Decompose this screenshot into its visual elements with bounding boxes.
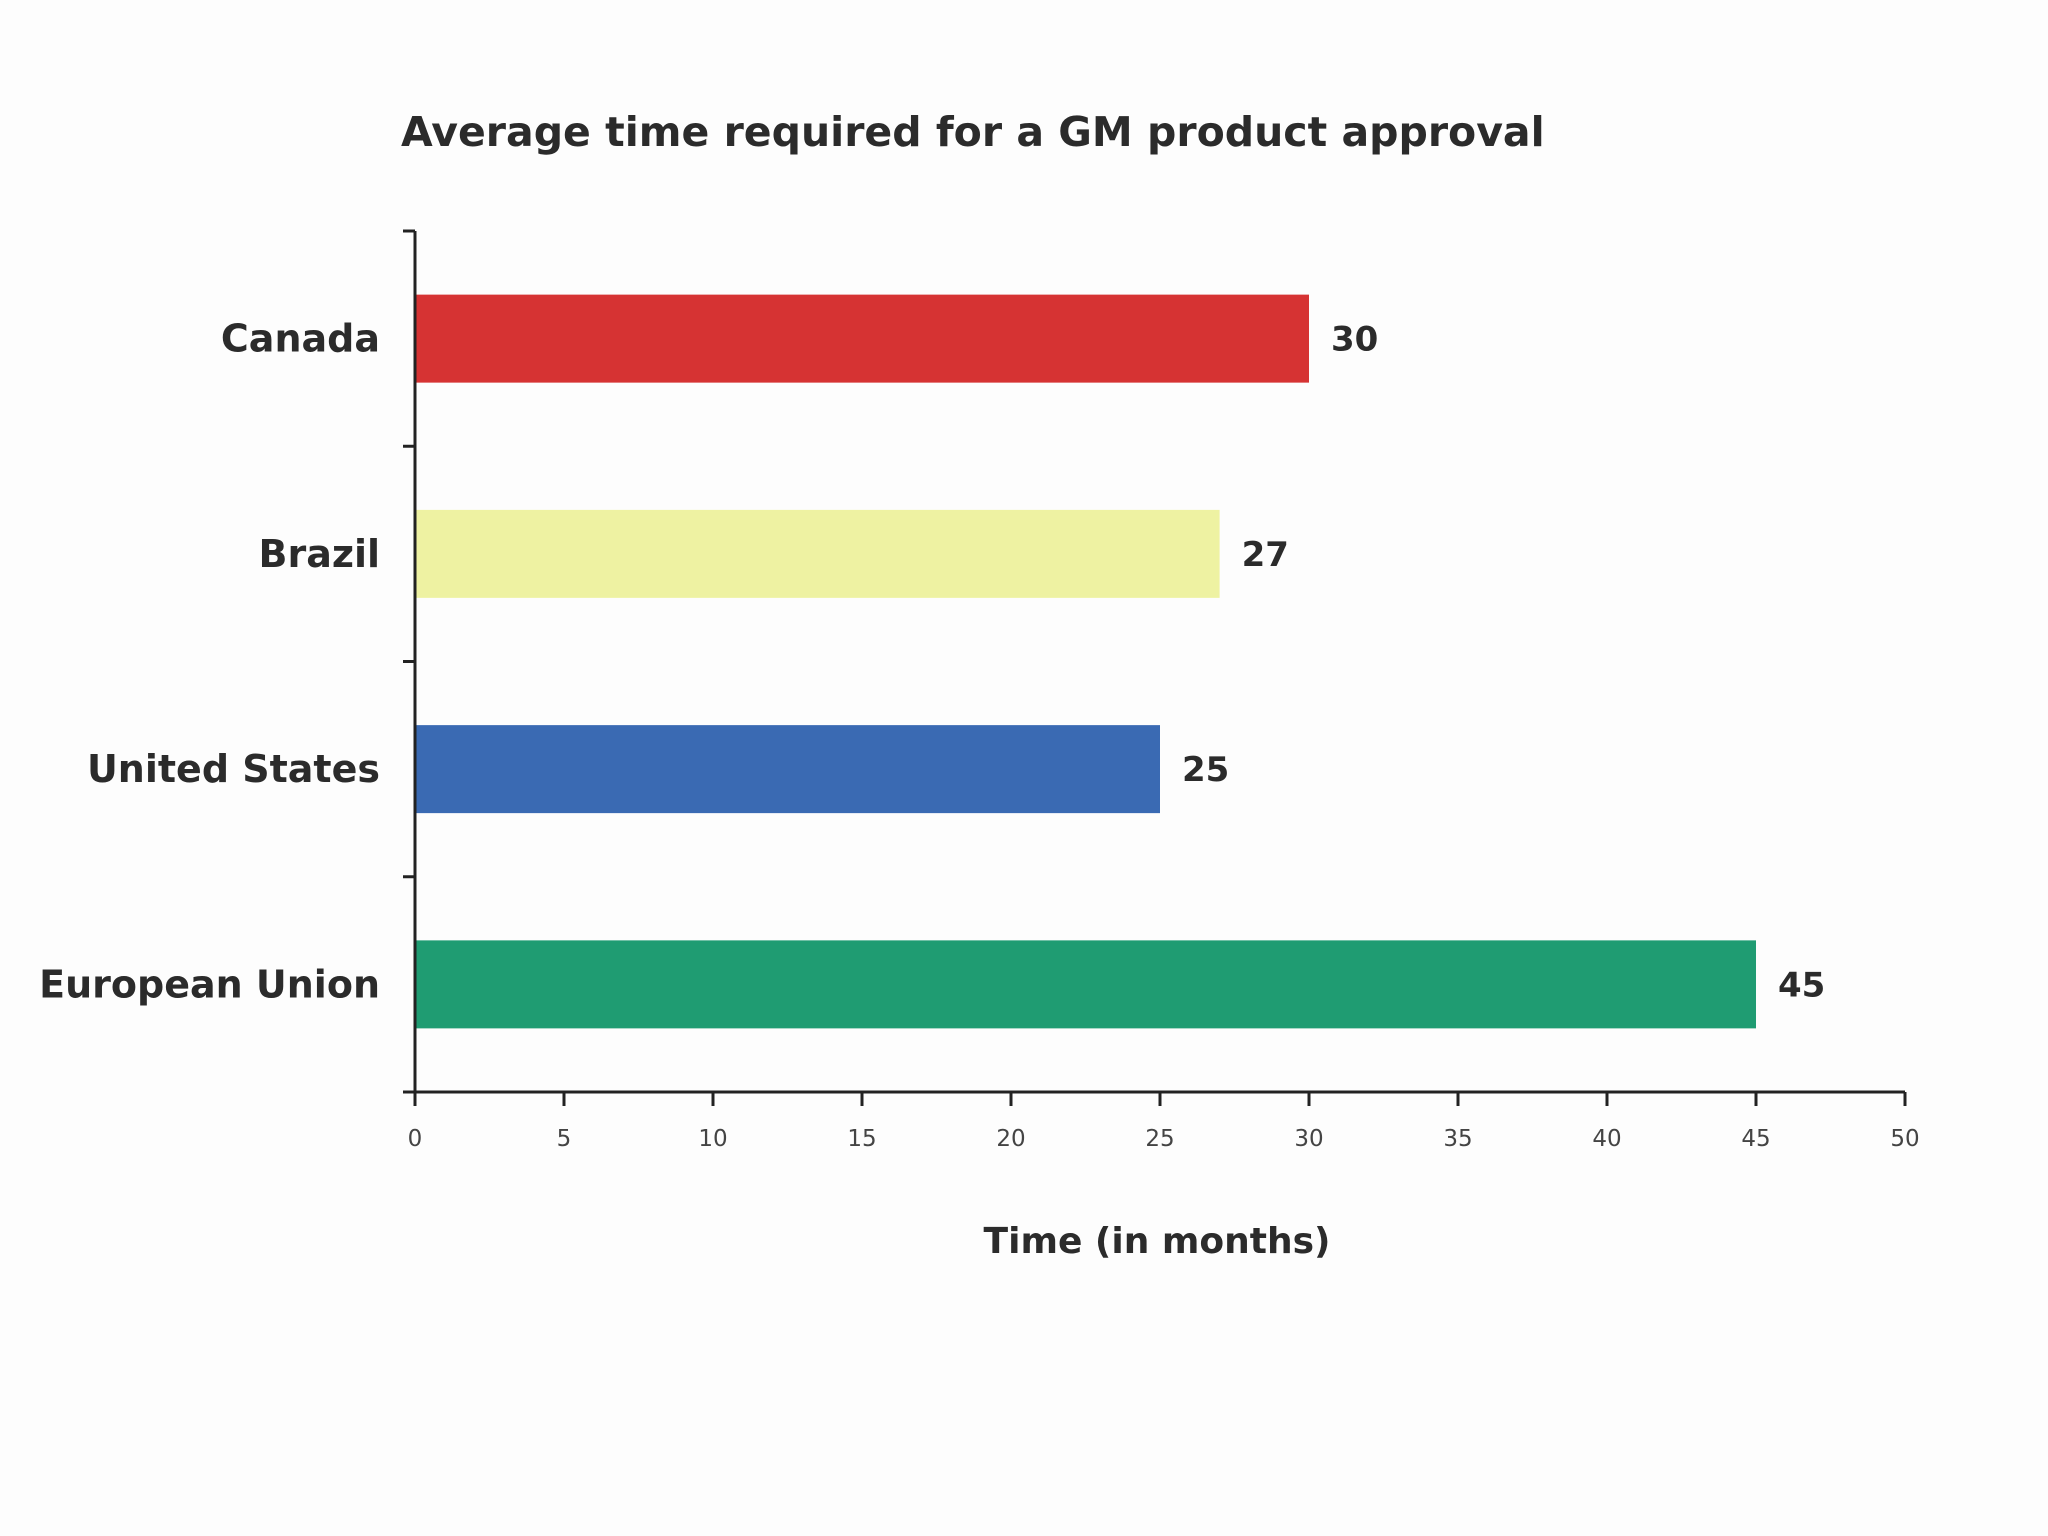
category-label: United States [87, 747, 380, 791]
bars-layer [415, 294, 1756, 1029]
category-label: European Union [39, 962, 380, 1006]
bar-european-union [415, 940, 1756, 1029]
data-label: 30 [1331, 320, 1378, 360]
category-label: Brazil [258, 532, 380, 576]
data-label: 45 [1778, 965, 1825, 1005]
x-tick-label: 5 [557, 1126, 572, 1152]
chart-title: Average time required for a GM product a… [401, 108, 1545, 156]
x-tick-label: 10 [698, 1126, 727, 1152]
x-tick-label: 0 [408, 1126, 423, 1152]
x-tick-label: 45 [1741, 1126, 1770, 1152]
x-tick-label: 35 [1443, 1126, 1472, 1152]
x-tick-label: 50 [1890, 1126, 1919, 1152]
bar-canada [415, 294, 1309, 383]
bar-united-states [415, 725, 1160, 814]
x-axis-title: Time (in months) [984, 1221, 1331, 1262]
category-label: Canada [221, 317, 380, 361]
x-tick-label: 40 [1592, 1126, 1621, 1152]
x-tick-label: 15 [847, 1126, 876, 1152]
data-label: 27 [1242, 535, 1289, 575]
bar-brazil [415, 509, 1220, 598]
x-tick-label: 20 [996, 1126, 1025, 1152]
labels-layer: Canada 30 Brazil 27 United States 25 European … [39, 317, 1920, 1152]
x-tick-label: 30 [1294, 1126, 1323, 1152]
x-tick-label: 25 [1145, 1126, 1174, 1152]
data-label: 25 [1182, 750, 1229, 790]
axes-layer [403, 229, 1907, 1106]
